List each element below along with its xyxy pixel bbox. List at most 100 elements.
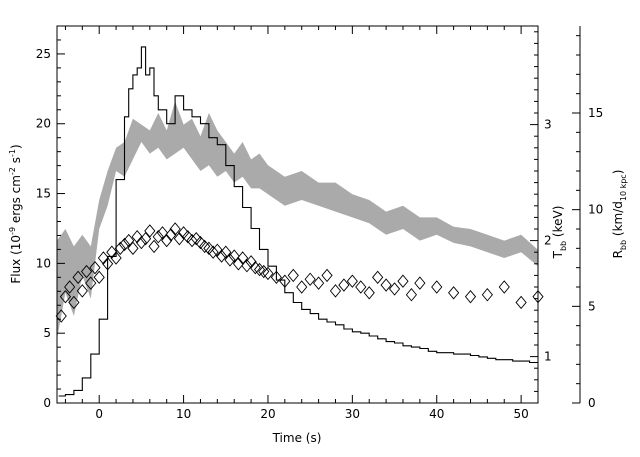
temperature-axis-title: Tbb (keV) bbox=[551, 206, 568, 260]
radius-marker bbox=[55, 309, 67, 323]
radius-marker bbox=[338, 278, 350, 292]
radius-marker bbox=[76, 284, 88, 298]
radius-marker bbox=[515, 295, 527, 310]
radius-marker bbox=[144, 224, 156, 238]
x-axis-ticks: 0 10 20 30 40 50 bbox=[64, 26, 539, 421]
radius-marker bbox=[190, 231, 202, 246]
radius-marker bbox=[220, 245, 232, 259]
temperature-axis-title-sub: bb bbox=[559, 241, 568, 251]
temperature-axis-title-main: T bbox=[551, 250, 565, 259]
flux-lightcurve bbox=[58, 46, 538, 397]
radius-marker bbox=[363, 286, 375, 300]
x-tick-label: 50 bbox=[513, 407, 528, 421]
temperature-tick-label: 2 bbox=[544, 234, 552, 248]
radius-axis-title-sub2: 10 kpc bbox=[619, 174, 628, 201]
flux-axis-ticks: 0 5 10 15 20 25 bbox=[36, 25, 65, 410]
radius-marker bbox=[380, 278, 392, 292]
flux-lightcurve-layer bbox=[58, 46, 538, 397]
radius-marker bbox=[165, 228, 177, 242]
temperature-axis-title-end: (keV) bbox=[551, 206, 565, 241]
radius-axis-ticks: 0 5 10 15 bbox=[572, 35, 603, 410]
x-tick-label: 10 bbox=[176, 407, 191, 421]
radius-marker bbox=[245, 255, 257, 269]
flux-tick-label: 10 bbox=[36, 256, 51, 270]
radius-marker bbox=[313, 276, 325, 290]
radius-marker bbox=[102, 257, 114, 271]
x-tick-label: 20 bbox=[260, 407, 275, 421]
temperature-band bbox=[57, 101, 538, 340]
radius-tick-label: 10 bbox=[588, 203, 603, 217]
radius-marker bbox=[448, 286, 460, 300]
radius-marker bbox=[93, 270, 105, 285]
radius-marker bbox=[123, 233, 135, 248]
radius-marker bbox=[346, 274, 358, 288]
flux-axis-title-main: Flux (10 bbox=[9, 235, 23, 284]
radius-axis-title-end: ) bbox=[611, 170, 625, 175]
flux-axis-title-mid2: s bbox=[9, 157, 23, 167]
radius-marker bbox=[329, 284, 342, 298]
radius-markers-layer bbox=[55, 222, 544, 323]
radius-marker bbox=[118, 237, 131, 252]
radius-marker bbox=[372, 270, 384, 285]
radius-marker bbox=[215, 249, 228, 263]
radius-marker bbox=[498, 280, 510, 294]
radius-marker bbox=[397, 274, 409, 288]
radius-marker bbox=[169, 222, 181, 236]
temperature-tick-label: 3 bbox=[544, 118, 552, 132]
flux-tick-label: 20 bbox=[36, 117, 51, 131]
radius-marker bbox=[161, 233, 173, 248]
radius-marker bbox=[177, 226, 190, 240]
radius-marker bbox=[135, 235, 147, 250]
radius-marker bbox=[237, 251, 249, 265]
radius-axis-title: Rbb (km/d10 kpc) bbox=[611, 170, 628, 259]
flux-tick-label: 5 bbox=[43, 326, 51, 340]
radius-marker bbox=[464, 289, 477, 304]
flux-tick-label: 0 bbox=[43, 396, 51, 410]
radius-marker bbox=[224, 253, 236, 267]
radius-marker bbox=[64, 280, 76, 294]
radius-axis-title-main: R bbox=[611, 250, 625, 258]
radius-marker bbox=[405, 288, 418, 302]
flux-axis-title-exp2: -2 bbox=[8, 167, 17, 175]
radius-marker bbox=[127, 241, 139, 256]
radius-axis-title-mid: (km/d bbox=[611, 201, 625, 240]
radius-marker bbox=[68, 295, 80, 310]
radius-marker bbox=[207, 245, 219, 259]
flux-axis-title-mid: ergs cm bbox=[9, 175, 23, 227]
radius-marker bbox=[152, 230, 164, 244]
radius-marker bbox=[414, 276, 426, 290]
temperature-tick-label: 1 bbox=[544, 350, 552, 364]
flux-tick-label: 15 bbox=[36, 187, 51, 201]
radius-marker bbox=[279, 274, 291, 288]
radius-marker bbox=[304, 272, 316, 286]
temperature-band-layer bbox=[57, 101, 538, 340]
flux-axis-title-exp1: -9 bbox=[8, 227, 17, 235]
x-tick-label: 40 bbox=[429, 407, 444, 421]
flux-axis-title-exp3: -1 bbox=[8, 149, 17, 157]
radius-tick-label: 5 bbox=[588, 299, 596, 313]
x-axis-title: Time (s) bbox=[272, 431, 322, 445]
radius-marker bbox=[110, 251, 122, 265]
radius-marker bbox=[80, 264, 93, 279]
radius-marker bbox=[114, 241, 126, 256]
radius-tick-label: 0 bbox=[588, 396, 596, 410]
radius-marker bbox=[321, 268, 333, 283]
radius-tick-label: 15 bbox=[588, 106, 603, 120]
radius-marker bbox=[532, 289, 544, 304]
flux-tick-label: 25 bbox=[36, 47, 51, 61]
temperature-axis-ticks: 1 2 3 bbox=[530, 31, 552, 392]
radius-marker bbox=[59, 289, 72, 304]
radius-marker bbox=[287, 268, 299, 283]
radius-marker bbox=[97, 251, 109, 265]
flux-axis-title-end: ) bbox=[9, 144, 23, 149]
radius-marker bbox=[199, 239, 211, 254]
radius-marker bbox=[481, 288, 493, 302]
plot-frame bbox=[56, 25, 539, 404]
radius-marker bbox=[270, 270, 282, 285]
radius-marker bbox=[140, 231, 152, 246]
radius-marker bbox=[72, 270, 84, 285]
radius-marker bbox=[89, 260, 101, 275]
radius-marker bbox=[253, 262, 266, 277]
